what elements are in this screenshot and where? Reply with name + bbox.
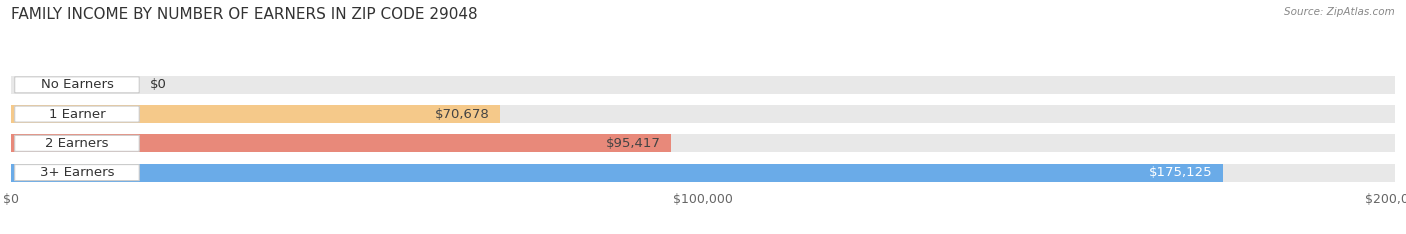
Bar	[11, 76, 1395, 94]
Bar	[11, 164, 1395, 182]
Text: 1 Earner: 1 Earner	[49, 108, 105, 121]
FancyBboxPatch shape	[14, 77, 139, 93]
Text: 2 Earners: 2 Earners	[45, 137, 108, 150]
FancyBboxPatch shape	[14, 165, 139, 181]
Text: $175,125: $175,125	[1149, 166, 1212, 179]
Bar	[11, 164, 1223, 182]
Bar	[11, 134, 671, 152]
Text: 3+ Earners: 3+ Earners	[39, 166, 114, 179]
Text: No Earners: No Earners	[41, 78, 114, 91]
Text: Source: ZipAtlas.com: Source: ZipAtlas.com	[1284, 7, 1395, 17]
Text: $70,678: $70,678	[434, 108, 489, 121]
Bar	[11, 105, 501, 123]
Text: FAMILY INCOME BY NUMBER OF EARNERS IN ZIP CODE 29048: FAMILY INCOME BY NUMBER OF EARNERS IN ZI…	[11, 7, 478, 22]
Text: $0: $0	[149, 78, 166, 91]
Bar	[11, 134, 1395, 152]
FancyBboxPatch shape	[14, 135, 139, 151]
Bar	[11, 105, 1395, 123]
Text: $95,417: $95,417	[606, 137, 661, 150]
FancyBboxPatch shape	[14, 106, 139, 122]
